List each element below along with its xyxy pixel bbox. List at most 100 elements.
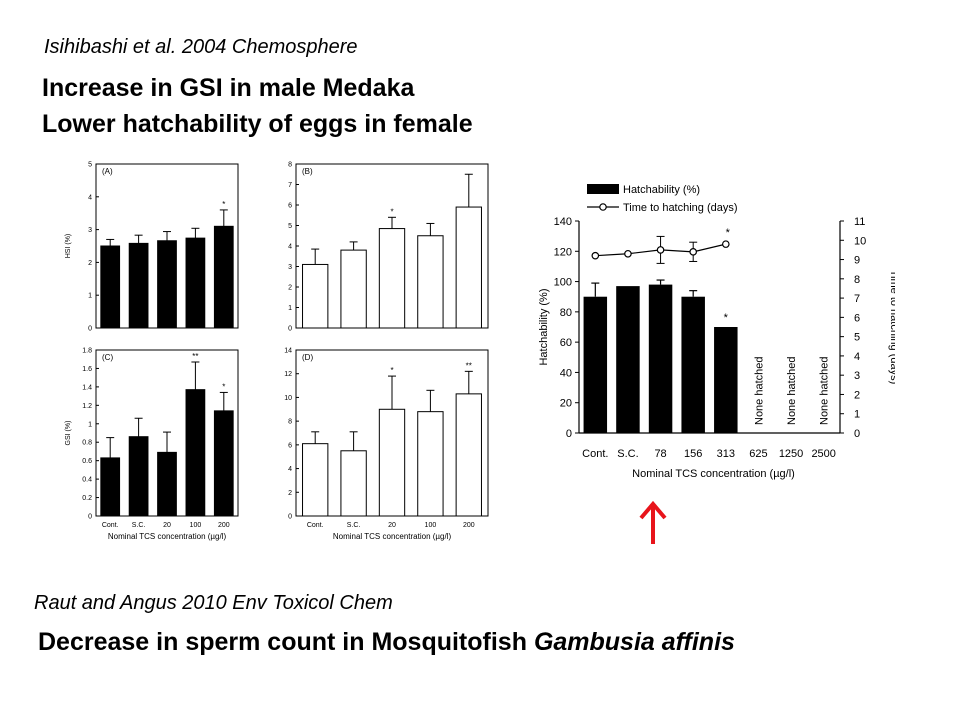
hatch-y2-tick-label: 7 (854, 293, 860, 305)
time-to-hatching-point (689, 248, 697, 256)
hatch-x-tick-label: 1250 (779, 448, 803, 460)
panel-c-significance-mark: ** (192, 352, 198, 361)
citation-bottom: Raut and Angus 2010 Env Toxicol Chem (34, 592, 393, 614)
hatch-x-tick-label: 156 (684, 448, 702, 460)
panel-d-y-tick-label: 4 (288, 466, 292, 473)
panel-a-bar (128, 242, 149, 329)
panel-a-letter: (A) (102, 167, 113, 176)
hatch-y2-tick-label: 4 (854, 351, 860, 363)
panel-d-x-tick-label: 20 (388, 522, 396, 529)
hatch-y2-axis-label: Time to hatching (days) (888, 270, 895, 385)
panel-a-frame (95, 163, 239, 329)
time-to-hatching-significance: * (726, 227, 731, 239)
panel-c-y-axis-label: GSI (%) (65, 421, 72, 446)
panel-b-letter: (B) (302, 167, 313, 176)
time-to-hatching-point (722, 240, 730, 248)
panel-c-bar (100, 457, 121, 517)
panel-a-y-tick-label: 0 (88, 326, 92, 333)
panel-a-y-tick-label: 1 (88, 293, 92, 300)
hatch-x-tick-label: S.C. (617, 448, 638, 460)
panel-d-letter: (D) (302, 353, 313, 362)
panel-a-y-tick-label: 5 (88, 162, 92, 169)
panel-c-x-axis-label: Nominal TCS concentration (µg/l) (108, 532, 227, 541)
panel-c-frame (95, 349, 239, 517)
hatch-y2-tick-label: 6 (854, 312, 860, 324)
up-arrow-icon (639, 500, 667, 544)
hatch-x-tick-label: 625 (749, 448, 767, 460)
hatch-bar-significance: * (724, 312, 729, 324)
panel-b-y-tick-label: 8 (288, 162, 292, 169)
panel-b: * 0 1 2 3 4 5 6 7 8 (B) (288, 162, 489, 333)
panel-d-x-tick-label: 200 (463, 522, 475, 529)
heading-gsi: Increase in GSI in male Medaka (42, 74, 415, 102)
hatch-x-tick-label: 2500 (811, 448, 835, 460)
panel-c-y-tick-label: 1 (88, 421, 92, 428)
panel-c-y-tick-label: 0 (88, 514, 92, 521)
panel-b-y-tick-label: 3 (288, 264, 292, 271)
hatch-y-tick-label: 140 (554, 216, 572, 228)
hatch-y-tick-label: 0 (566, 428, 572, 440)
hatch-bar (714, 327, 738, 433)
panel-d-bar (378, 408, 406, 517)
legend-bar-label: Hatchability (%) (623, 184, 700, 196)
panel-d-x-tick-label: Cont. (307, 522, 324, 529)
heading-sperm-count-main: Decrease in sperm count in Mosquitofish (38, 628, 534, 656)
panel-a-y-tick-label: 4 (88, 194, 92, 201)
panel-d-y-tick-label: 14 (284, 348, 292, 355)
panel-c-y-tick-label: 0.8 (82, 440, 92, 447)
panel-b-bar (340, 249, 367, 329)
panel-c-y-tick-label: 1.6 (82, 366, 92, 373)
hatch-y2-tick-label: 3 (854, 370, 860, 382)
panel-d-x-tick-label: S.C. (347, 522, 361, 529)
panel-a-significance-mark: * (222, 200, 225, 209)
panel-b-y-tick-label: 2 (288, 285, 292, 292)
hatch-y-tick-label: 120 (554, 246, 572, 258)
hatch-bar (616, 286, 640, 433)
panel-c-letter: (C) (102, 353, 113, 362)
panel-d-x-tick-label: 100 (425, 522, 437, 529)
panel-a-bar (213, 225, 234, 329)
none-hatched-label: None hatched (753, 357, 765, 426)
time-to-hatching-point (624, 249, 632, 258)
time-to-hatching-point (656, 246, 665, 254)
citation-top: Isihibashi et al. 2004 Chemosphere (44, 36, 358, 58)
panel-c-y-tick-label: 0.4 (82, 477, 92, 484)
panel-a-bar (157, 240, 177, 329)
panel-c-y-tick-label: 0.6 (82, 458, 92, 465)
panel-c-x-tick-label: 100 (190, 522, 202, 529)
panel-d-bar (455, 393, 482, 517)
panel-c: Cont. S.C. 20 ** 100 * 200 0 0.2 0.4 0.6 0.8 1 1.2 1.4… (65, 348, 239, 541)
hatch-y2-tick-label: 5 (854, 332, 860, 344)
hatch-bar (681, 296, 705, 433)
panel-d-significance-mark: * (390, 366, 393, 375)
hatch-y2-tick-label: 10 (854, 235, 866, 247)
legend-bar-swatch (587, 184, 619, 194)
panel-a-y-axis-label: HSI (%) (65, 234, 72, 259)
panel-d-bar (302, 443, 329, 517)
panel-c-bar (213, 410, 234, 517)
panel-c-y-tick-label: 0.2 (82, 495, 92, 502)
panel-a-y-tick-label: 3 (88, 227, 92, 234)
hatch-y2-tick-label: 9 (854, 255, 860, 267)
panel-c-x-tick-label: S.C. (132, 522, 146, 529)
panel-b-bar (378, 228, 406, 329)
panel-c-y-tick-label: 1.4 (82, 384, 92, 391)
heading-hatchability: Lower hatchability of eggs in female (42, 110, 473, 138)
hatch-bar (648, 284, 673, 433)
panel-c-bar (128, 436, 149, 517)
panel-c-significance-mark: * (222, 382, 225, 391)
hatch-y-tick-label: 20 (560, 398, 572, 410)
panel-c-x-tick-label: 20 (163, 522, 171, 529)
hatch-x-tick-label: Cont. (582, 448, 608, 460)
none-hatched-label: None hatched (819, 357, 831, 426)
panel-d: Cont. S.C. * 20 100 ** 200 0 2 4 6 8 10 12 14 (D) Nomina… (284, 348, 489, 541)
panel-b-y-tick-label: 4 (288, 244, 292, 251)
hatch-bar (583, 296, 608, 433)
panel-b-y-tick-label: 7 (288, 182, 292, 189)
panel-b-y-tick-label: 5 (288, 223, 292, 230)
panel-a-bar (100, 245, 121, 329)
panel-c-x-tick-label: 200 (218, 522, 230, 529)
